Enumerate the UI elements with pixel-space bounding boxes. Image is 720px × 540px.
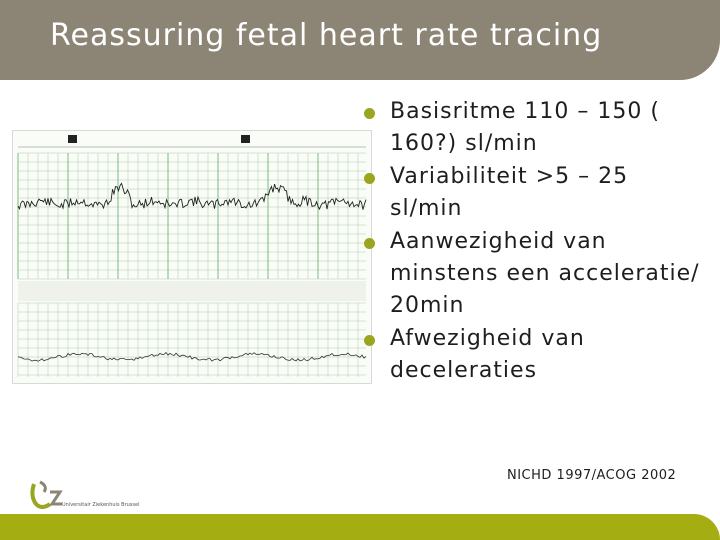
bullet-dot-icon (364, 335, 375, 346)
criteria-text: Variabiliteit >5 – 25 sl/min (390, 164, 629, 221)
ctg-tracing-image (12, 130, 372, 384)
bullet-dot-icon (364, 108, 375, 119)
uz-brussel-logo-icon (30, 480, 63, 509)
criteria-item: Aanwezigheid van minstens een accelerati… (360, 226, 700, 322)
bullet-dot-icon (364, 173, 375, 184)
logo-text: Universitair Ziekenhuis Brussel (62, 502, 140, 508)
criteria-text: Aanwezigheid van minstens een accelerati… (390, 229, 700, 318)
footer-bar (0, 514, 720, 540)
reference-text: NICHD 1997/ACOG 2002 (507, 468, 677, 483)
bullet-dot-icon (364, 238, 375, 249)
header-bar: Reassuring fetal heart rate tracing (0, 0, 720, 80)
criteria-list: Basisritme 110 – 150 ( 160?) sl/min Vari… (360, 96, 700, 388)
criteria-text: Basisritme 110 – 150 ( 160?) sl/min (390, 99, 660, 156)
criteria-item: Variabiliteit >5 – 25 sl/min (360, 161, 700, 225)
criteria-text: Afwezigheid van deceleraties (390, 326, 585, 383)
criteria-item: Afwezigheid van deceleraties (360, 323, 700, 387)
criteria-item: Basisritme 110 – 150 ( 160?) sl/min (360, 96, 700, 160)
page-title: Reassuring fetal heart rate tracing (50, 18, 603, 53)
